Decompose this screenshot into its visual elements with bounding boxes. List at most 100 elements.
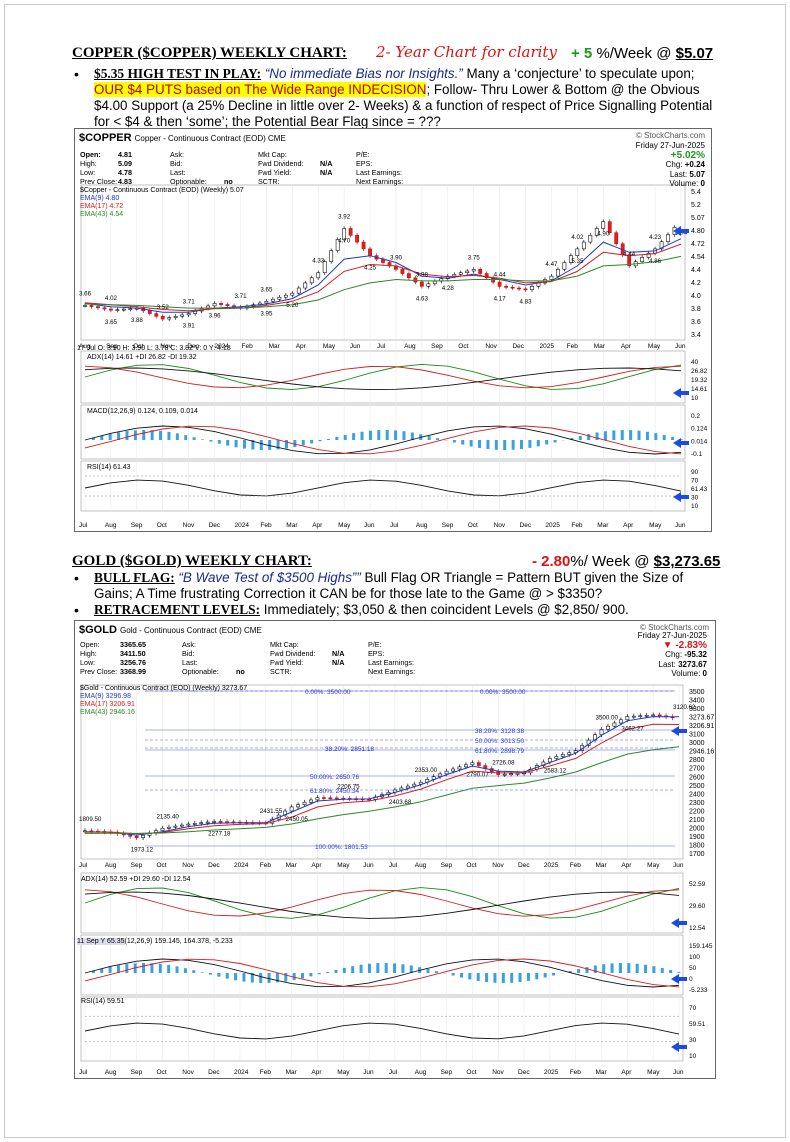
candle-body [418,781,423,785]
gold-symbol: $GOLD Gold - Continuous Contract (EOD) C… [79,624,262,636]
month-tick-top: Sep [441,862,453,869]
macd-hist-bar [385,430,389,440]
candle-body [147,310,152,314]
macd-hist-bar [595,432,599,440]
macd-hist-bar [384,963,388,973]
candle-body [478,269,483,274]
month-tick-bottom: May [338,522,351,529]
macd-hist-bar [142,430,146,440]
macd-hist-bar [376,963,380,973]
q-div: N/A [332,649,345,658]
gold-adx-label: ADX(14) 52.59 +DI 29.60 -DI 12.54 [81,876,191,883]
month-tick-bottom: Feb [571,522,583,529]
price-annotation: 4.28 [442,285,455,292]
copper-legend-ema17: EMA(17) 4.72 [80,203,124,210]
gold-macd-label: 11 Sep Y 65.35(12,26,9) 159.145, 164.378… [77,938,233,945]
price-annotation: 4.86 [649,258,662,265]
macd-hist-bar [167,964,171,973]
candle-body [470,762,475,766]
gold-legend-ema43: EMA(43) 2946.16 [80,709,135,716]
candle-body [523,288,528,291]
gold-title: GOLD ($GOLD) WEEKLY CHART: [72,553,312,569]
macd-hist-bar [434,971,438,973]
macd-line-1 [84,958,680,988]
ema-line-2 [85,723,680,835]
q-low: 4.78 [118,168,132,177]
adx-line-0 [84,887,680,919]
panel-frame-2 [80,460,686,512]
candle-body [599,729,604,735]
price-axis-tick: 2400 [689,791,705,798]
ema-line-3 [84,255,682,309]
q-label: Last: [182,658,198,667]
month-tick-bottom: Mar [597,522,609,529]
month-tick-bottom: May [647,1069,660,1076]
q-label: Fwd Yield: [270,658,304,667]
annotation-arrow [673,388,689,398]
month-tick-top: May [648,343,661,350]
ema-line-3 [84,746,680,834]
macd-hist-bar [343,434,347,440]
macd-hist-bar [225,973,229,979]
month-tick-bottom: Jul [390,522,399,529]
price-annotation: 4.44 [623,251,636,258]
indicator-axis-tick: 90 [691,469,699,476]
macd-hist-bar [553,440,557,443]
price-annotation: 3.88 [131,317,144,324]
candle-body [334,797,339,800]
copper-source: © StockCharts.com [635,131,705,140]
candle-body [289,806,294,812]
candle-body [657,714,662,717]
q-label: Low: [80,168,96,177]
month-tick-bottom: Oct [156,1069,166,1076]
adx-line-1 [84,889,680,917]
macd-hist-bar [208,973,212,975]
price-annotation: 1809.50 [79,816,102,823]
price-axis-tick: 2700 [689,766,705,773]
copper-date: Friday 27-Jun-2025 [635,141,705,150]
q-label: Low: [80,658,96,667]
q-opt: no [236,667,245,676]
price-axis-tick: 1700 [689,851,705,858]
q-label: High: [80,159,97,168]
month-tick-bottom: Jun [363,1069,374,1076]
fib-level-label: 100.00%: 1801.53 [315,844,368,851]
macd-hist-bar [284,973,288,982]
candle-body [179,824,184,827]
month-tick-bottom: Jun [364,522,375,529]
candle-body [355,234,359,243]
month-tick-top: 2024 [234,862,249,869]
gold-b2-title: RETRACEMENT LEVELS: [94,602,261,617]
macd-line-0 [84,958,680,988]
candle-body [547,758,552,763]
price-annotation: 2206.75 [337,783,360,790]
annotation-arrow [673,438,689,448]
indicator-axis-tick: 19.32 [691,377,708,384]
month-tick-bottom: Feb [260,1069,272,1076]
month-tick-bottom: 2025 [544,1069,559,1076]
month-tick-top: Jun [350,343,361,350]
indicator-axis-tick: 70 [689,1005,697,1012]
macd-hist-bar [351,966,355,973]
gold-last-label: Last: [658,659,676,669]
price-annotation: 3120.62 [673,704,696,711]
candle-body [296,804,300,808]
macd-hist-bar [627,963,631,973]
macd-hist-bar [671,436,675,440]
month-tick-top: Nov [182,862,194,869]
price-annotation: 1973.12 [131,847,154,854]
price-annotation: 4.17 [494,295,507,302]
price-annotation: 2353.00 [415,767,438,774]
indicator-axis-tick: 59.51 [689,1021,706,1028]
month-tick-bottom: Jul [389,1069,398,1076]
gold-b1-title: BULL FLAG: [94,570,175,585]
copper-bullet-highlight: OUR $4 PUTS based on The Wide Range INDE… [94,82,427,97]
q-label: EPS: [356,159,373,168]
candle-body [321,797,326,799]
indicator-axis-tick: 12.54 [689,925,706,932]
gold-adx-text: ADX(14) 52.59 +DI 29.60 -DI 12.54 [81,876,191,883]
candle-body [601,221,606,229]
month-tick-top: 2025 [544,862,559,869]
q-open: 3365.65 [120,640,146,649]
month-tick-bottom: Oct [468,522,478,529]
